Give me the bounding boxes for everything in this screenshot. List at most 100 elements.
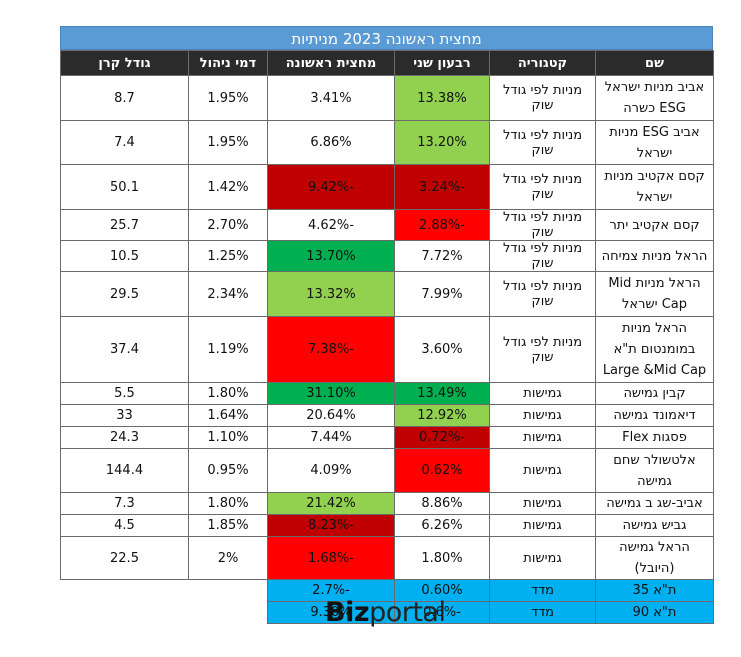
q2-cell: 13.49% [394,382,490,405]
fee-cell: 2.70% [188,209,268,241]
index-category-cell: מדד [489,601,596,624]
size-cell: 10.5 [60,240,189,272]
category-cell: גמישות [489,536,596,580]
category-cell: מניות לפי גודל שוק [489,120,596,165]
table-row: הראל גמישה (היובל) גמישות 1.80% -1.68% 2% 22.… [60,536,714,580]
category-cell: מניות לפי גודל שוק [489,164,596,210]
h1-cell: -1.68% [267,536,395,580]
category-cell: מניות לפי גודל שוק [489,316,596,383]
h1-cell: -7.38% [267,316,395,383]
bizportal-logo: Bizportal [325,597,446,628]
size-cell: 22.5 [60,536,189,580]
header-q2: רבעון שני [394,50,490,76]
category-cell: גמישות [489,448,596,493]
h1-cell: -8.23% [267,514,395,537]
table-row: הראל מניות במומנטום ת"א Large &Mid Cap מנ… [60,316,714,383]
fee-cell: 1.19% [188,316,268,383]
q2-cell: 8.86% [394,492,490,515]
h1-cell: 3.41% [267,75,395,121]
q2-cell: -0.72% [394,426,490,449]
size-cell: 144.4 [60,448,189,493]
size-cell: 7.4 [60,120,189,165]
fund-name-cell: הראל מניות Mid Cap ישראל [595,271,714,317]
fund-name-cell: אביב ESG מניות ישראל [595,120,714,165]
fee-cell: 1.10% [188,426,268,449]
table-row: קסם אקטיב יתר מניות לפי גודל שוק -2.88% -4.… [60,209,714,241]
q2-cell: 7.99% [394,271,490,317]
fund-name-cell: הראל מניות במומנטום ת"א Large &Mid Cap [595,316,714,383]
fee-cell: 0.95% [188,448,268,493]
index-h1-cell: 9.30% [267,601,395,624]
index-q2-cell: 0.60% [394,579,490,602]
q2-cell: 7.72% [394,240,490,272]
h1-cell: 6.86% [267,120,395,165]
category-cell: גמישות [489,382,596,405]
h1-cell: 20.64% [267,404,395,427]
h1-cell: 4.09% [267,448,395,493]
table-row: הראל מניות צמיחה מניות לפי גודל שוק 7.72% 1… [60,240,714,272]
index-row: ת"א 90 מדד -0.6% 9.30% [61,601,714,624]
category-cell: גמישות [489,404,596,427]
size-cell: 25.7 [60,209,189,241]
h1-cell: 13.70% [267,240,395,272]
fund-name-cell: קסם אקטיב יתר [595,209,714,241]
table-header-row: שם קטגוריה רבעון שני מחצית ראשונה דמי ני… [60,50,714,76]
table-row: דיאמונד גמישה גמישות 12.92% 20.64% 1.64% 33 [60,404,714,427]
h1-cell: -4.62% [267,209,395,241]
fund-name-cell: הראל גמישה (היובל) [595,536,714,580]
fee-cell: 1.80% [188,382,268,405]
category-cell: גמישות [489,514,596,537]
table-row: אביב-שג ב גמישה גמישות 8.86% 21.42% 1.80% 7.3 [60,492,714,515]
fee-cell: 2% [188,536,268,580]
size-cell: 37.4 [60,316,189,383]
table-row: קבין גמישה גמישות 13.49% 31.10% 1.80% 5.5 [60,382,714,405]
header-fee: דמי ניהול [188,50,268,76]
q2-cell: 13.38% [394,75,490,121]
blank-cell [189,580,268,602]
category-cell: גמישות [489,426,596,449]
logo-biz-text: Biz [325,597,370,628]
table-row: הראל מניות Mid Cap ישראל מניות לפי גודל ש… [60,271,714,317]
fee-cell: 1.85% [188,514,268,537]
fee-cell: 1.95% [188,75,268,121]
size-cell: 5.5 [60,382,189,405]
h1-cell: -9.42% [267,164,395,210]
q2-cell: -2.88% [394,209,490,241]
q2-cell: 1.80% [394,536,490,580]
index-name-cell: ת"א 35 [595,579,714,602]
index-category-cell: מדד [489,579,596,602]
fund-name-cell: אביב-שג ב גמישה [595,492,714,515]
fee-cell: 1.64% [188,404,268,427]
fund-name-cell: פסגות Flex [595,426,714,449]
fund-name-cell: קבין גמישה [595,382,714,405]
fund-name-cell: דיאמונד גמישה [595,404,714,427]
size-cell: 24.3 [60,426,189,449]
q2-cell: 6.26% [394,514,490,537]
header-h1: מחצית ראשונה [267,50,395,76]
category-cell: גמישות [489,492,596,515]
fee-cell: 1.80% [188,492,268,515]
fund-name-cell: אביב מניות ישראל ESG כשרה [595,75,714,121]
table-row: קסם אקטיב מניות ישראל מניות לפי גודל שוק -… [60,164,714,210]
size-cell: 7.3 [60,492,189,515]
h1-cell: 21.42% [267,492,395,515]
table-row: פסגות Flex גמישות -0.72% 7.44% 1.10% 24.3 [60,426,714,449]
blank-cell [61,580,189,602]
category-cell: מניות לפי גודל שוק [489,271,596,317]
size-cell: 50.1 [60,164,189,210]
fee-cell: 1.42% [188,164,268,210]
index-name-cell: ת"א 90 [595,601,714,624]
blank-cell [61,602,189,624]
size-cell: 8.7 [60,75,189,121]
size-cell: 4.5 [60,514,189,537]
size-cell: 33 [60,404,189,427]
fee-cell: 1.95% [188,120,268,165]
header-name: שם [595,50,714,76]
fund-name-cell: אלטשולר שחם גמישה [595,448,714,493]
fund-name-cell: הראל מניות צמיחה [595,240,714,272]
h1-cell: 31.10% [267,382,395,405]
table-row: אביב ESG מניות ישראל מניות לפי גודל שוק 13… [60,120,714,165]
category-cell: מניות לפי גודל שוק [489,75,596,121]
index-row: ת"א 35 מדד 0.60% -2.7% [61,579,714,602]
logo-portal-text: portal [369,597,446,628]
